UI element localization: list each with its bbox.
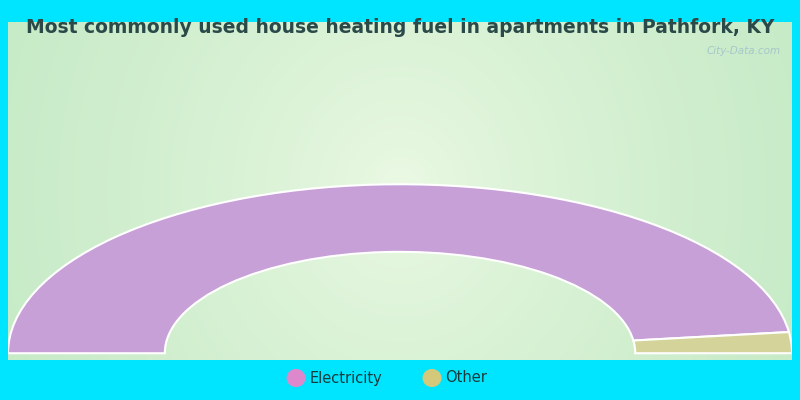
Text: Other: Other	[446, 370, 487, 386]
Wedge shape	[8, 184, 789, 353]
Ellipse shape	[423, 370, 441, 386]
Ellipse shape	[287, 370, 305, 386]
Text: City-Data.com: City-Data.com	[706, 46, 780, 56]
Text: Most commonly used house heating fuel in apartments in Pathfork, KY: Most commonly used house heating fuel in…	[26, 18, 774, 37]
Text: Electricity: Electricity	[310, 370, 382, 386]
Wedge shape	[634, 332, 792, 353]
